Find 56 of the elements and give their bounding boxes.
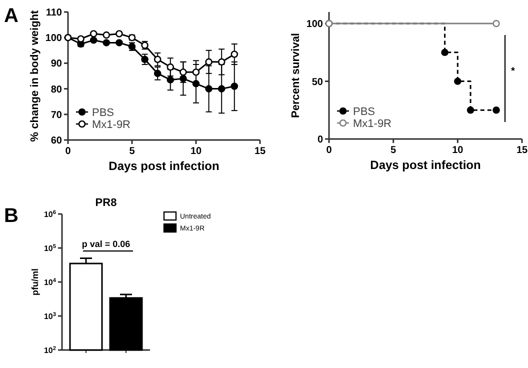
x-axis-title: Days post infection [108,159,220,173]
legend-label: PBS [353,106,376,118]
y-axis-title: % change in body weight [29,10,41,142]
point [102,31,110,39]
point [154,70,162,78]
y-tick-label: 10$^{6}$ [44,210,56,219]
point [102,39,110,46]
point [218,85,226,92]
y-tick-label: 10$^{2}$ [44,346,56,355]
legend-label: PBS [92,106,114,119]
point [116,39,123,46]
x-tick-label: 10 [452,145,464,156]
point [230,82,238,90]
y-tick-label: 90 [50,58,62,70]
x-axis-title: Days post infection [370,158,481,172]
y-tick-label: 100 [45,33,62,44]
y-tick-label: 10$^{3}$ [44,312,56,321]
x-tick-label: 15 [516,145,528,156]
point [454,78,462,85]
point [205,85,212,92]
y-tick-label: 10$^{5}$ [44,244,56,253]
x-tick-label: 5 [129,146,136,157]
y-tick-label: 110 [46,8,62,18]
x-tick-label: 15 [254,146,266,157]
point [441,48,448,56]
annotation: p val = 0.06 [82,239,130,249]
y-tick-label: 70 [50,110,62,121]
annotation: * [511,66,516,77]
text: A [4,5,18,27]
text: B [4,205,18,227]
point [116,30,123,38]
y-tick-label: 80 [50,84,62,96]
legend-label: Mx1-9R [353,118,392,130]
point [154,56,162,64]
point [141,56,148,64]
legend-label: Mx1-9R [92,118,131,131]
point [230,50,238,58]
y-tick-label: 10$^{4}$ [44,278,57,287]
point [180,68,187,76]
y-tick-label: 0 [317,134,324,146]
y-tick-label: 50 [312,76,324,88]
x-tick-label: 5 [390,145,397,156]
y-tick-label: 100 [306,19,324,30]
y-tick-label: 60 [50,136,62,146]
point [90,30,98,38]
y-axis-title: pfu/ml [30,268,40,296]
point [90,36,98,44]
y-axis-title: Percent survival [290,33,302,118]
point [466,106,474,114]
x-tick-label: 0 [65,146,72,157]
point [492,106,500,114]
point [192,68,200,76]
x-tick-label: 0 [326,145,332,156]
point [492,20,500,28]
chart-title: PR8 [95,197,117,209]
x-tick-label: 10 [190,146,202,157]
